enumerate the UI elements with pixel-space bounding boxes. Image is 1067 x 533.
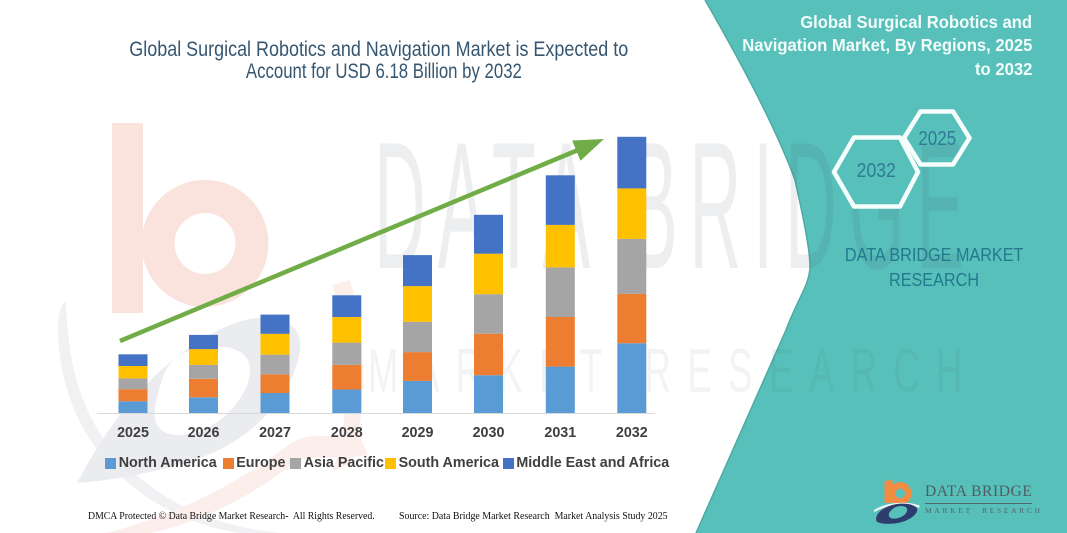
svg-text:MARKET RESEARCH: MARKET RESEARCH — [368, 336, 979, 405]
